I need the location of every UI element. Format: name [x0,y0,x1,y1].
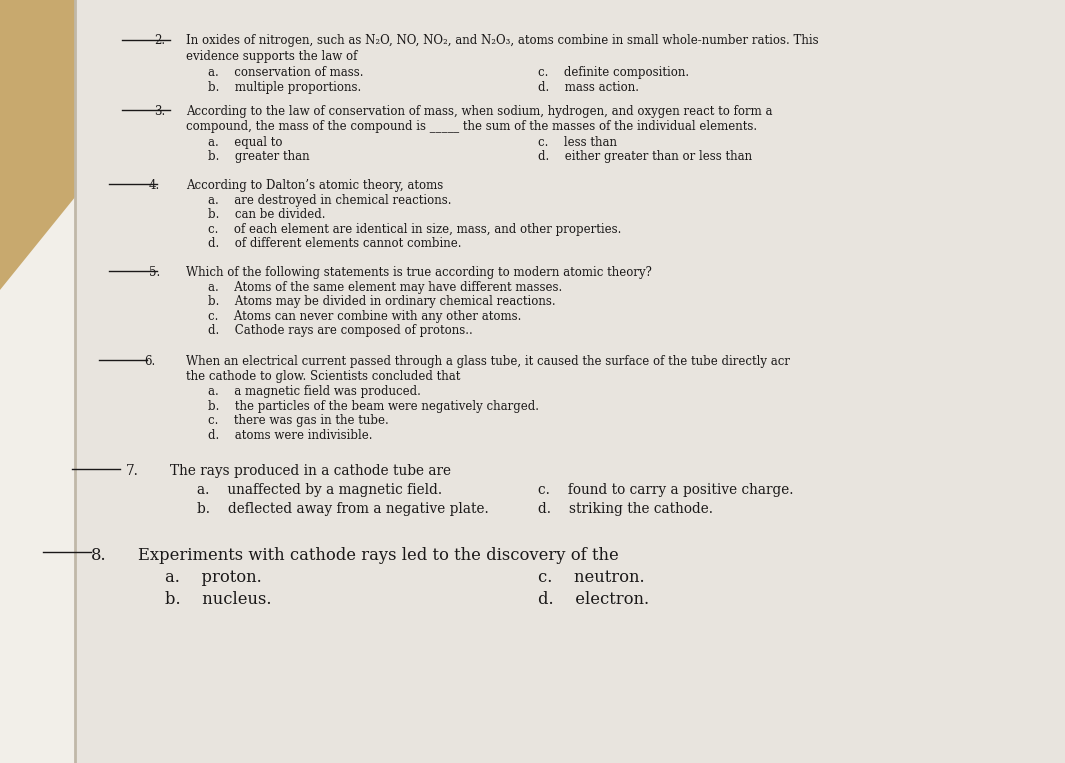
Text: evidence supports the law of: evidence supports the law of [186,50,358,63]
Text: According to Dalton’s atomic theory, atoms: According to Dalton’s atomic theory, ato… [186,179,444,192]
Text: d.  of different elements cannot combine.: d. of different elements cannot combine. [208,237,461,250]
Text: d.  striking the cathode.: d. striking the cathode. [538,502,712,516]
Text: a.  conservation of mass.: a. conservation of mass. [208,66,363,79]
Text: c.  Atoms can never combine with any other atoms.: c. Atoms can never combine with any othe… [208,310,521,323]
Text: d.  Cathode rays are composed of protons..: d. Cathode rays are composed of protons.… [208,324,473,337]
Text: In oxides of nitrogen, such as N₂O, NO, NO₂, and N₂O₃, atoms combine in small wh: In oxides of nitrogen, such as N₂O, NO, … [186,34,819,47]
Text: the cathode to glow. Scientists concluded that: the cathode to glow. Scientists conclude… [186,370,461,383]
Text: According to the law of conservation of mass, when sodium, hydrogen, and oxygen : According to the law of conservation of … [186,105,773,118]
Text: b.  Atoms may be divided in ordinary chemical reactions.: b. Atoms may be divided in ordinary chem… [208,295,555,308]
Text: c.  neutron.: c. neutron. [538,569,644,586]
Text: 4.: 4. [149,179,161,192]
Text: c.  there was gas in the tube.: c. there was gas in the tube. [208,414,389,427]
Text: d.  atoms were indivisible.: d. atoms were indivisible. [208,429,372,442]
Text: The rays produced in a cathode tube are: The rays produced in a cathode tube are [170,464,452,478]
Text: b.  deflected away from a negative plate.: b. deflected away from a negative plate. [197,502,489,516]
Text: b.  the particles of the beam were negatively charged.: b. the particles of the beam were negati… [208,400,539,413]
Text: Experiments with cathode rays led to the discovery of the: Experiments with cathode rays led to the… [138,547,619,564]
Text: Which of the following statements is true according to modern atomic theory?: Which of the following statements is tru… [186,266,652,278]
Text: a.  are destroyed in chemical reactions.: a. are destroyed in chemical reactions. [208,194,452,207]
Text: b.  nucleus.: b. nucleus. [165,591,272,607]
Text: 7.: 7. [126,464,138,478]
Text: d.  electron.: d. electron. [538,591,649,607]
Text: a.  unaffected by a magnetic field.: a. unaffected by a magnetic field. [197,483,442,497]
Text: c.  definite composition.: c. definite composition. [538,66,689,79]
Text: b.  greater than: b. greater than [208,150,309,163]
Text: d.  either greater than or less than: d. either greater than or less than [538,150,752,163]
Text: 8.: 8. [91,547,106,564]
Text: 5.: 5. [149,266,161,278]
Polygon shape [75,0,1065,763]
Text: a.  a magnetic field was produced.: a. a magnetic field was produced. [208,385,421,398]
Text: b.  can be divided.: b. can be divided. [208,208,325,221]
Text: a.  equal to: a. equal to [208,136,282,149]
Text: d.  mass action.: d. mass action. [538,81,639,94]
Text: a.  Atoms of the same element may have different masses.: a. Atoms of the same element may have di… [208,281,562,294]
Text: a.  proton.: a. proton. [165,569,262,586]
Text: c.  found to carry a positive charge.: c. found to carry a positive charge. [538,483,793,497]
Text: compound, the mass of the compound is _____ the sum of the masses of the individ: compound, the mass of the compound is __… [186,120,757,133]
Text: c.  of each element are identical in size, mass, and other properties.: c. of each element are identical in size… [208,223,621,236]
Text: b.  multiple proportions.: b. multiple proportions. [208,81,361,94]
Text: c.  less than: c. less than [538,136,617,149]
Text: When an electrical current passed through a glass tube, it caused the surface of: When an electrical current passed throug… [186,355,790,368]
Text: 3.: 3. [154,105,166,118]
Polygon shape [0,0,234,290]
Text: 2.: 2. [154,34,165,47]
Text: 6.: 6. [144,355,155,368]
